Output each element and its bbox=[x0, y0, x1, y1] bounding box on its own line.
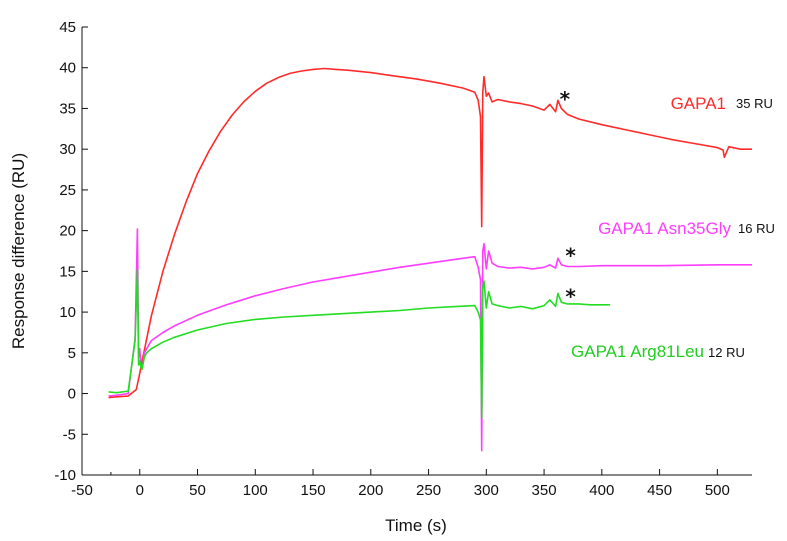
x-tick-label: 350 bbox=[532, 482, 557, 499]
series-label-arg81leu: GAPA1 Arg81Leu 12 RU bbox=[571, 342, 745, 361]
series-line-gapa1-asn35gly bbox=[108, 228, 752, 452]
x-tick-label: 300 bbox=[474, 482, 499, 499]
x-tick-label: 200 bbox=[358, 482, 383, 499]
series-line-gapa1-arg81leu bbox=[108, 268, 610, 419]
y-tick-label: 15 bbox=[59, 263, 76, 280]
x-tick-label: 100 bbox=[243, 482, 268, 499]
x-tick-label: 450 bbox=[647, 482, 672, 499]
x-tick-label: 50 bbox=[189, 482, 206, 499]
series-name-arg81leu: GAPA1 Arg81Leu bbox=[571, 342, 704, 361]
series-name-gapa1: GAPA1 bbox=[671, 94, 726, 113]
x-ticks: -50 0 50 100 150 200 250 300 350 400 450 500 bbox=[71, 469, 730, 499]
x-tick-label: 0 bbox=[136, 482, 144, 499]
significance-asterisk: * bbox=[565, 244, 576, 268]
x-tick-label: -50 bbox=[71, 482, 93, 499]
significance-asterisk: * bbox=[560, 87, 571, 111]
x-tick-label: 500 bbox=[705, 482, 730, 499]
annotations: * * * bbox=[560, 87, 577, 308]
series-lines bbox=[108, 67, 752, 452]
y-tick-label: 10 bbox=[59, 304, 76, 321]
x-axis-title: Time (s) bbox=[385, 516, 447, 535]
series-name-asn35gly: GAPA1 Asn35Gly bbox=[598, 219, 731, 238]
y-tick-label: 30 bbox=[59, 141, 76, 158]
series-line-gapa1 bbox=[108, 67, 752, 399]
x-tick-label: 400 bbox=[589, 482, 614, 499]
y-tick-label: 0 bbox=[68, 386, 76, 403]
x-tick-label: 150 bbox=[301, 482, 326, 499]
y-axis-title: Response difference (RU) bbox=[9, 153, 28, 349]
y-tick-label: 40 bbox=[59, 60, 76, 77]
series-ru-asn35gly: 16 RU bbox=[738, 221, 775, 236]
x-tick-label: 250 bbox=[416, 482, 441, 499]
y-ticks: -10 -5 0 5 10 15 20 25 30 35 40 45 bbox=[54, 19, 88, 484]
y-tick-label: -5 bbox=[63, 426, 76, 443]
y-tick-label: 45 bbox=[59, 19, 76, 36]
series-ru-arg81leu: 12 RU bbox=[708, 345, 745, 360]
y-tick-label: 25 bbox=[59, 182, 76, 199]
y-tick-label: -10 bbox=[54, 467, 76, 484]
series-label-asn35gly: GAPA1 Asn35Gly 16 RU bbox=[598, 219, 775, 238]
series-label-gapa1: GAPA1 35 RU bbox=[671, 94, 773, 113]
y-tick-label: 5 bbox=[68, 345, 76, 362]
y-tick-label: 20 bbox=[59, 223, 76, 240]
y-tick-label: 35 bbox=[59, 100, 76, 117]
significance-asterisk: * bbox=[565, 284, 576, 308]
series-ru-gapa1: 35 RU bbox=[736, 96, 773, 111]
